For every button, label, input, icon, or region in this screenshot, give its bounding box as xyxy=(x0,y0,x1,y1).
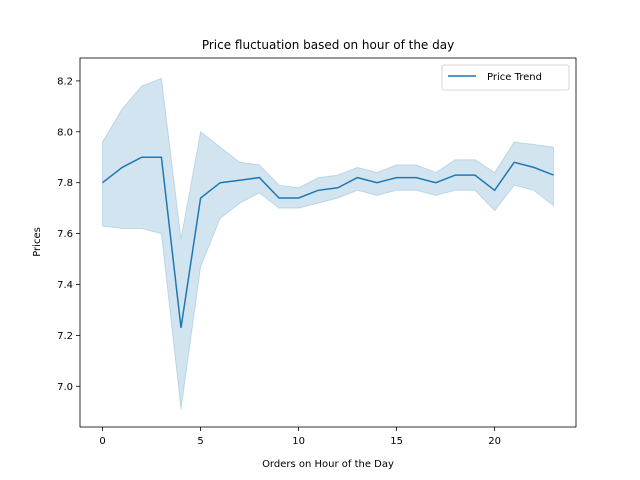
y-tick-label: 8.0 xyxy=(57,127,73,138)
y-axis-ticks: 7.0 7.2 7.4 7.6 7.8 8.0 8.2 xyxy=(57,76,80,393)
y-tick-label: 7.0 xyxy=(57,382,73,393)
x-tick-label: 0 xyxy=(99,436,105,447)
legend-frame xyxy=(441,64,570,91)
plot-area xyxy=(102,77,554,410)
y-tick-label: 8.2 xyxy=(57,76,73,87)
x-axis-label: Orders on Hour of the Day xyxy=(262,459,394,470)
x-tick-label: 5 xyxy=(197,436,203,447)
y-tick-label: 7.6 xyxy=(57,229,73,240)
y-tick-label: 7.8 xyxy=(57,178,73,189)
plot-frame xyxy=(79,57,577,428)
chart-title: Price fluctuation based on hour of the d… xyxy=(202,38,454,52)
confidence-band xyxy=(102,77,554,410)
y-axis-label: Prices xyxy=(32,227,43,257)
x-axis-ticks: 0 5 10 15 20 xyxy=(99,427,501,447)
x-tick-label: 15 xyxy=(390,436,403,447)
series-line-price-trend xyxy=(102,156,554,328)
x-tick-label: 20 xyxy=(488,436,501,447)
y-tick-label: 7.4 xyxy=(57,280,73,291)
legend-label-price-trend: Price Trend xyxy=(487,72,542,83)
legend: Price Trend xyxy=(441,64,570,91)
data-points xyxy=(102,157,554,328)
x-tick-label: 10 xyxy=(292,436,305,447)
y-tick-label: 7.2 xyxy=(57,331,73,342)
